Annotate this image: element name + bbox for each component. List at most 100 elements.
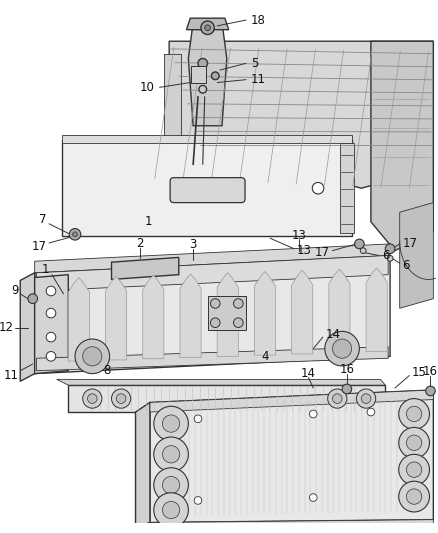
Circle shape [162,415,180,432]
Text: 7: 7 [39,213,46,227]
Polygon shape [366,268,387,352]
Circle shape [233,298,243,308]
Text: 1: 1 [145,215,152,228]
Text: 2: 2 [137,237,144,251]
Circle shape [154,437,188,472]
Polygon shape [292,270,313,354]
Circle shape [199,85,207,93]
Polygon shape [217,273,238,357]
Text: 17: 17 [31,240,46,253]
Circle shape [46,332,56,342]
Circle shape [75,339,110,374]
Text: 1: 1 [42,263,49,277]
Polygon shape [150,390,433,412]
Text: 18: 18 [251,13,266,27]
Circle shape [325,332,359,366]
Text: 11: 11 [4,369,18,382]
Text: 16: 16 [423,365,438,378]
Text: 17: 17 [314,246,329,259]
Circle shape [112,389,131,408]
Circle shape [117,394,126,403]
Text: 10: 10 [140,81,155,94]
Circle shape [309,494,317,502]
Polygon shape [371,41,433,251]
Polygon shape [143,275,164,359]
FancyBboxPatch shape [170,177,245,203]
Text: 14: 14 [326,328,341,341]
Text: 13: 13 [291,229,306,242]
Circle shape [46,308,56,318]
Text: 8: 8 [103,364,110,377]
Polygon shape [37,255,388,291]
Polygon shape [68,385,385,412]
Polygon shape [188,22,227,126]
Circle shape [367,408,375,416]
Polygon shape [254,271,276,355]
Polygon shape [20,273,35,381]
Circle shape [399,454,430,485]
Polygon shape [169,41,433,188]
Circle shape [354,239,364,249]
Text: 6: 6 [403,259,410,271]
Polygon shape [35,244,390,273]
Polygon shape [62,140,352,236]
Text: 15: 15 [411,366,426,379]
Circle shape [88,394,97,403]
Polygon shape [35,274,68,374]
Text: 17: 17 [403,237,417,251]
Polygon shape [106,276,127,360]
Circle shape [194,415,202,423]
Text: 5: 5 [251,57,258,70]
Polygon shape [68,278,89,361]
Circle shape [233,318,243,327]
Circle shape [211,318,220,327]
Circle shape [46,286,56,296]
Circle shape [357,389,376,408]
Polygon shape [340,143,353,233]
Text: 12: 12 [0,321,14,334]
Text: 9: 9 [11,285,18,297]
Polygon shape [35,255,390,374]
Circle shape [332,394,342,403]
Circle shape [312,182,324,194]
Bar [208,296,246,330]
Polygon shape [187,18,229,30]
Bar [191,66,206,84]
Text: 3: 3 [190,238,197,252]
Circle shape [406,435,422,450]
Circle shape [162,477,180,494]
Circle shape [328,389,347,408]
Circle shape [205,25,211,31]
Circle shape [385,244,395,254]
Circle shape [83,389,102,408]
Circle shape [83,346,102,366]
Circle shape [406,462,422,478]
Text: 11: 11 [251,73,266,86]
Polygon shape [164,54,181,179]
Text: 16: 16 [339,364,354,376]
Polygon shape [150,390,433,522]
Circle shape [162,446,180,463]
Circle shape [399,427,430,458]
Circle shape [399,399,430,430]
Polygon shape [329,269,350,353]
Circle shape [211,298,220,308]
Circle shape [387,255,393,261]
Circle shape [212,72,219,79]
Circle shape [154,492,188,527]
Circle shape [198,59,208,68]
Circle shape [154,468,188,502]
Polygon shape [135,520,433,527]
Circle shape [309,410,317,418]
Text: 14: 14 [301,367,316,380]
Circle shape [426,386,435,395]
Circle shape [399,481,430,512]
Polygon shape [400,203,433,308]
Circle shape [154,406,188,441]
Circle shape [406,406,422,422]
Text: 13: 13 [297,244,312,257]
Polygon shape [62,135,352,143]
Circle shape [194,497,202,504]
Circle shape [73,232,78,237]
Circle shape [46,352,56,361]
